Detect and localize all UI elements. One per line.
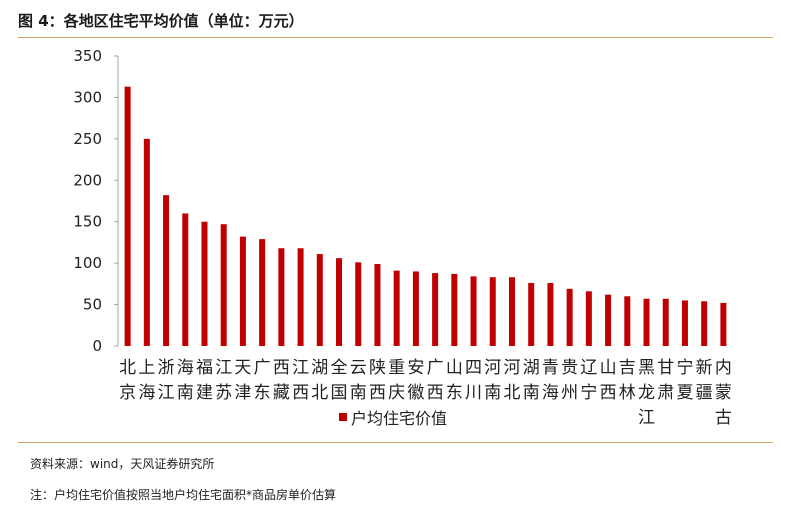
bar-32 xyxy=(720,302,727,346)
bottom-divider xyxy=(18,442,773,443)
x-tick-label: 湖北 xyxy=(311,358,328,403)
chart-title: 图 4：各地区住宅平均价值（单位：万元） xyxy=(18,12,304,30)
bar-29 xyxy=(662,298,669,346)
x-tick-label: 安徽 xyxy=(407,358,424,403)
x-tick-label: 贵州 xyxy=(561,358,578,403)
bar-21 xyxy=(508,277,515,346)
bar-15 xyxy=(393,270,400,346)
y-tick-label: 50 xyxy=(83,296,102,314)
x-tick-label: 福建 xyxy=(196,358,213,403)
bar-12 xyxy=(336,258,343,346)
y-tick-label: 200 xyxy=(73,171,102,189)
x-tick-label: 新疆 xyxy=(696,358,713,403)
top-divider xyxy=(18,37,773,38)
x-tick-label: 四川 xyxy=(465,358,482,403)
y-tick-label: 150 xyxy=(73,213,102,231)
bar-20 xyxy=(489,277,496,346)
x-tick-label: 北京 xyxy=(119,358,136,403)
bar-chart: 0 50 100 150 200 250 300 350 北京上海浙江海南福建江苏天津广东西藏… xyxy=(73,47,732,428)
y-axis: 0 50 100 150 200 250 300 350 xyxy=(73,47,118,355)
x-tick-label: 甘肃 xyxy=(657,358,674,403)
x-tick-label: 山东 xyxy=(446,358,463,403)
bar-19 xyxy=(470,276,477,346)
legend: 户均住宅价值 xyxy=(339,409,447,428)
bar-2 xyxy=(143,138,150,346)
x-tick-label: 重庆 xyxy=(388,358,405,403)
bar-5 xyxy=(201,221,208,346)
y-tick-label: 250 xyxy=(73,130,102,148)
bar-6 xyxy=(220,224,227,346)
bar-31 xyxy=(701,301,708,346)
bar-25 xyxy=(585,291,592,346)
bar-22 xyxy=(528,283,535,346)
y-tick-label: 0 xyxy=(92,337,102,355)
y-tick-label: 100 xyxy=(73,254,102,272)
bar-8 xyxy=(259,239,266,346)
x-tick-label: 辽宁 xyxy=(580,358,597,403)
bar-4 xyxy=(182,213,189,346)
x-tick-label: 河南 xyxy=(484,358,501,403)
x-tick-label: 浙江 xyxy=(158,358,175,403)
bar-18 xyxy=(451,273,458,346)
x-tick-label: 湖南 xyxy=(523,358,540,403)
bar-9 xyxy=(278,248,285,346)
bar-10 xyxy=(297,248,304,346)
footnote: 注：户均住宅价值按照当地户均住宅面积*商品房单价估算 xyxy=(30,488,337,502)
legend-label: 户均住宅价值 xyxy=(351,409,447,428)
x-tick-label: 江苏 xyxy=(215,358,232,403)
y-tick-label: 350 xyxy=(73,47,102,65)
bar-28 xyxy=(643,298,650,346)
bar-7 xyxy=(239,236,246,346)
bar-11 xyxy=(316,254,323,346)
x-tick-label: 海南 xyxy=(177,358,194,403)
legend-swatch xyxy=(339,413,347,421)
x-tick-label: 宁夏 xyxy=(676,358,693,403)
x-tick-label: 云南 xyxy=(350,358,367,403)
x-tick-label: 西藏 xyxy=(273,358,290,403)
x-axis-labels: 北京上海浙江海南福建江苏天津广东西藏江西湖北全国云南陕西重庆安徽广西山东四川河南… xyxy=(119,358,732,428)
x-tick-label: 陕西 xyxy=(369,358,386,403)
bar-16 xyxy=(412,271,419,346)
bar-13 xyxy=(355,262,362,346)
x-tick-label: 天津 xyxy=(234,358,251,403)
source-note: 资料来源：wind，天风证券研究所 xyxy=(30,457,215,471)
x-tick-label: 上海 xyxy=(138,358,155,403)
bar-3 xyxy=(163,195,170,346)
bar-1 xyxy=(124,86,131,347)
bar-14 xyxy=(374,263,381,346)
x-tick-label: 山西 xyxy=(600,358,617,403)
x-tick-label: 江西 xyxy=(292,358,309,403)
bar-27 xyxy=(624,296,631,346)
bar-23 xyxy=(547,283,554,346)
bar-17 xyxy=(432,273,439,346)
x-tick-label: 广西 xyxy=(427,358,444,403)
bar-26 xyxy=(605,294,612,346)
x-tick-label: 青海 xyxy=(542,358,559,403)
x-tick-label: 吉林 xyxy=(619,358,636,403)
y-tick-label: 300 xyxy=(73,88,102,106)
bars-group xyxy=(124,86,727,347)
x-tick-label: 内蒙古 xyxy=(715,358,732,428)
x-tick-label: 黑龙江 xyxy=(638,358,655,428)
x-tick-label: 全国 xyxy=(331,358,348,403)
x-tick-label: 广东 xyxy=(254,358,271,403)
bar-30 xyxy=(681,300,688,346)
bar-24 xyxy=(566,288,573,346)
x-tick-label: 河北 xyxy=(503,358,520,403)
